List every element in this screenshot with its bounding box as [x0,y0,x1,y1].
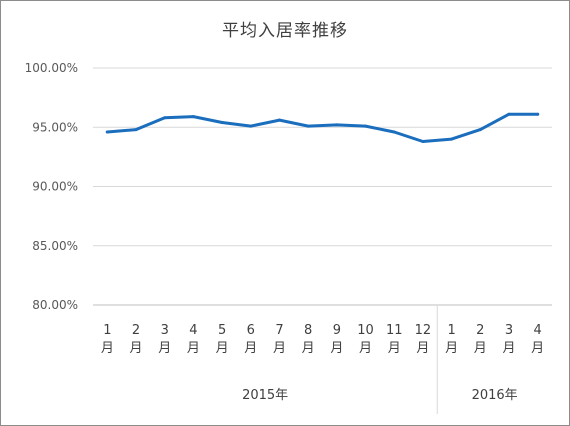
x-tick-label: 3 [161,323,169,338]
y-axis-ticks: 100.00% 95.00% 90.00% 85.00% 80.00% [25,61,78,312]
x-tick-label: 11 [386,323,403,338]
x-tick-suffix: 月 [502,341,515,356]
chart-title: 平均入居率推移 [222,21,348,41]
data-point [249,124,253,128]
x-tick-suffix: 月 [244,341,257,356]
x-tick-label: 3 [505,323,513,338]
x-tick-label: 6 [247,323,255,338]
x-tick-suffix: 月 [302,341,315,356]
x-tick-suffix: 月 [416,341,429,356]
x-tick-label: 2 [476,323,484,338]
x-tick-label: 10 [357,323,374,338]
series-line [105,112,540,143]
grid-lines [93,67,552,306]
x-tick-suffix: 月 [531,341,544,356]
data-point [392,130,396,134]
data-point [134,128,138,132]
y-tick-label: 90.00% [32,180,78,194]
data-point [306,124,310,128]
data-point [277,118,281,122]
data-point [191,115,195,119]
x-tick-suffix: 月 [388,341,401,356]
year-groups: 2015年 2016年 [242,305,518,414]
x-axis-ticks: 1 月 2 月 3 月 4 月 5 月 6 月 7 月 8 月 9 月 10 月 11 月 12 月 1 月 2 月 3 月 4 月 [101,323,544,356]
year-group-label: 2015年 [242,388,288,403]
x-tick-label: 5 [218,323,226,338]
x-tick-suffix: 月 [330,341,343,356]
data-point [364,124,368,128]
x-tick-suffix: 月 [101,341,114,356]
x-tick-label: 4 [534,323,542,338]
x-tick-suffix: 月 [359,341,372,356]
x-tick-label: 4 [189,323,197,338]
series [105,112,540,143]
x-tick-label: 1 [103,323,111,338]
data-point [220,121,224,125]
x-tick-label: 1 [447,323,455,338]
data-point [450,137,454,141]
data-point [536,112,540,116]
data-point [163,116,167,120]
data-point [421,139,425,143]
x-tick-label: 7 [275,323,283,338]
x-tick-suffix: 月 [445,341,458,356]
data-point [105,130,109,134]
y-tick-label: 95.00% [32,120,78,134]
y-tick-label: 100.00% [25,61,78,75]
data-point [507,112,511,116]
x-tick-label: 9 [333,323,341,338]
x-tick-suffix: 月 [273,341,286,356]
x-tick-suffix: 月 [187,341,200,356]
x-tick-label: 8 [304,323,312,338]
x-tick-label: 12 [415,323,432,338]
x-tick-suffix: 月 [216,341,229,356]
year-group-label: 2016年 [472,388,518,403]
x-tick-suffix: 月 [474,341,487,356]
x-tick-suffix: 月 [158,341,171,356]
x-tick-label: 2 [132,323,140,338]
y-tick-label: 85.00% [32,239,78,253]
data-point [478,128,482,132]
data-point [335,123,339,127]
x-tick-suffix: 月 [130,341,143,356]
y-tick-label: 80.00% [32,298,78,312]
